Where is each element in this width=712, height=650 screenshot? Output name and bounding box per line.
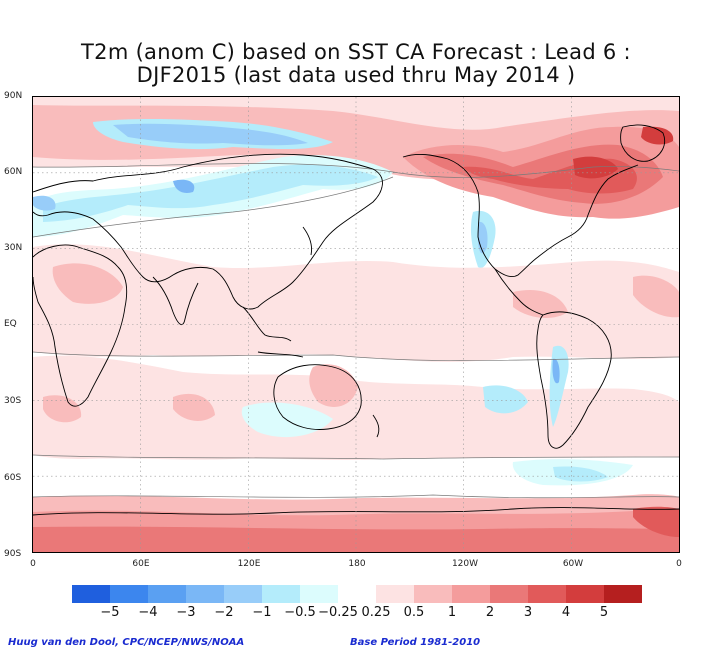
colorbar-label: −4 xyxy=(138,605,158,620)
colorbar-label: 4 xyxy=(561,605,571,620)
colorbar-label: −5 xyxy=(100,605,120,620)
colorbar-label: 2 xyxy=(485,605,495,620)
lat-label-60s: 60S xyxy=(4,473,22,483)
coastlines xyxy=(33,124,679,516)
colorbar-swatch xyxy=(262,585,300,603)
colorbar xyxy=(72,585,642,603)
colorbar-swatch xyxy=(566,585,604,603)
coastline xyxy=(494,268,544,316)
coastline xyxy=(372,414,380,438)
colorbar-label: −0.5 xyxy=(284,605,316,620)
coastline xyxy=(33,244,128,407)
lon-label-120w: 120W xyxy=(451,559,479,569)
anomaly-region xyxy=(33,195,56,211)
colorbar-swatch xyxy=(338,585,376,603)
contour-line xyxy=(33,176,394,238)
colorbar-label: −0.25 xyxy=(318,605,358,620)
lon-label-180: 180 xyxy=(348,559,366,569)
lat-label-eq: EQ xyxy=(4,319,17,329)
coastline xyxy=(302,226,312,256)
coastline xyxy=(620,124,666,162)
anomaly-map-canvas xyxy=(33,97,679,552)
base-period-text: Base Period 1981-2010 xyxy=(350,637,481,648)
lat-label-60n: 60N xyxy=(4,167,23,177)
colorbar-swatch xyxy=(490,585,528,603)
colorbar-label: −3 xyxy=(176,605,196,620)
anomaly-region xyxy=(173,393,215,421)
anomaly-region xyxy=(633,275,679,318)
colorbar-swatch xyxy=(148,585,186,603)
anomaly-region xyxy=(113,123,308,146)
anomaly-region xyxy=(43,164,378,222)
colorbar-label: −2 xyxy=(214,605,234,620)
colorbar-label: 3 xyxy=(523,605,533,620)
lon-label-0: 0 xyxy=(30,559,36,569)
colorbar-label: −1 xyxy=(252,605,272,620)
colorbar-label: 0.5 xyxy=(403,605,425,620)
lon-label-0-east: 0 xyxy=(676,559,682,569)
colorbar-swatch xyxy=(414,585,452,603)
anomaly-region xyxy=(483,385,528,414)
credit-text: Huug van den Dool, CPC/NCEP/NWS/NOAA xyxy=(8,637,245,648)
colorbar-swatch xyxy=(224,585,262,603)
anomaly-region xyxy=(633,506,679,537)
coastline xyxy=(33,153,383,310)
contour-line xyxy=(33,351,679,361)
colorbar-label: 1 xyxy=(447,605,457,620)
coastline xyxy=(257,351,304,358)
colorbar-label: 0.25 xyxy=(361,605,391,620)
anomaly-region xyxy=(513,289,568,319)
lon-label-120e: 120E xyxy=(237,559,261,569)
contour-lines xyxy=(33,163,679,499)
anomaly-region xyxy=(52,263,123,304)
figure-subtitle: DJF2015 (last data used thru May 2014 ) xyxy=(136,63,576,87)
colorbar-swatch xyxy=(376,585,414,603)
anomaly-region xyxy=(33,244,679,362)
graticule xyxy=(33,97,679,552)
colorbar-swatch xyxy=(110,585,148,603)
coastline xyxy=(273,364,362,430)
coastline xyxy=(536,311,612,449)
anomaly-region xyxy=(552,358,560,384)
colorbar-swatch xyxy=(72,585,110,603)
coastline xyxy=(33,507,679,516)
colorbar-swatch xyxy=(604,585,642,603)
lon-label-60w: 60W xyxy=(562,559,584,569)
coastline xyxy=(402,153,639,278)
contour-line xyxy=(33,454,679,460)
anomaly-region xyxy=(173,179,195,193)
figure-title: T2m (anom C) based on SST CA Forecast : … xyxy=(81,40,631,64)
anomaly-region xyxy=(641,126,674,145)
contour-line xyxy=(33,494,679,499)
colorbar-swatch xyxy=(300,585,338,603)
lat-label-30s: 30S xyxy=(4,396,22,406)
anomaly-region xyxy=(573,156,618,179)
lat-label-90n: 90N xyxy=(4,91,23,101)
anomaly-map xyxy=(32,96,680,553)
colorbar-label: 5 xyxy=(599,605,609,620)
anomaly-region xyxy=(43,395,82,423)
anomaly-region xyxy=(553,466,608,482)
coastline xyxy=(152,276,199,326)
contour-line xyxy=(33,163,679,178)
lat-label-30n: 30N xyxy=(4,243,23,253)
lon-label-60e: 60E xyxy=(132,559,150,569)
coastline xyxy=(242,306,292,342)
colorbar-swatch xyxy=(186,585,224,603)
lat-label-90s: 90S xyxy=(4,549,22,559)
colorbar-swatch xyxy=(528,585,566,603)
anomaly-region xyxy=(309,364,358,407)
colorbar-swatch xyxy=(452,585,490,603)
